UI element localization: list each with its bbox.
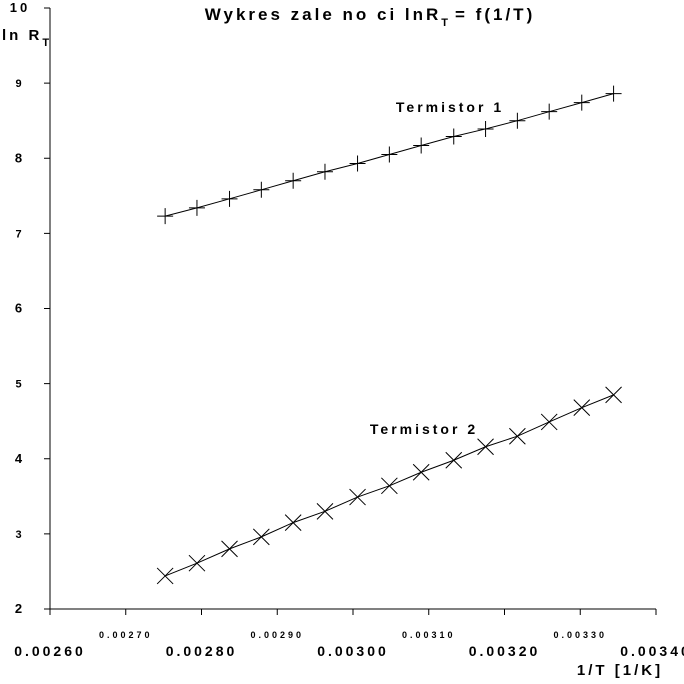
data-point (573, 94, 590, 111)
data-point (413, 137, 430, 154)
x-tick-label: 0.00340 (620, 643, 684, 659)
data-point (541, 103, 558, 120)
data-point (381, 146, 398, 163)
data-point (188, 199, 205, 216)
data-point (605, 85, 622, 102)
data-point (253, 181, 270, 198)
data-point (156, 567, 174, 585)
data-point (381, 477, 398, 495)
data-point (349, 155, 366, 172)
chart-title: Wykres zale no ci lnRT = f(1/T) (205, 5, 535, 29)
series-label: Termistor 2 (370, 421, 478, 437)
x-tick-label: 0.00310 (402, 630, 456, 640)
data-point (477, 438, 494, 456)
x-tick-label: 0.00300 (317, 643, 389, 659)
data-point (573, 399, 591, 417)
y-axis-label: ln RT (2, 27, 52, 49)
x-tick-label: 0.00320 (469, 643, 541, 659)
data-point (221, 190, 238, 207)
series-label: Termistor 1 (396, 99, 504, 115)
data-point (509, 112, 526, 129)
y-tick-label: 6 (15, 301, 25, 316)
x-tick-label: 0.00290 (250, 630, 304, 640)
data-point (221, 540, 238, 558)
data-point (477, 120, 494, 137)
x-tick-label: 0.00280 (166, 643, 238, 659)
y-tick-label: 7 (15, 228, 24, 240)
y-tick-label: 2 (15, 601, 25, 616)
data-point (157, 208, 174, 225)
x-tick-label: 0.00270 (99, 630, 153, 640)
y-tick-label: 9 (15, 78, 24, 90)
data-point (316, 502, 334, 520)
y-tick-label: 10 (10, 0, 30, 15)
data-point (509, 427, 526, 445)
y-tick-label: 5 (15, 379, 24, 391)
y-tick-label: 8 (15, 150, 25, 165)
y-tick-label: 4 (15, 451, 25, 466)
x-tick-label: 0.00260 (14, 643, 86, 659)
data-point (445, 451, 463, 469)
x-tick-label: 0.00330 (553, 630, 607, 640)
data-point (605, 386, 622, 404)
x-axis-label: 1/T [1/K] (577, 662, 663, 679)
data-point (188, 554, 206, 572)
y-tick-label: 3 (15, 529, 24, 541)
data-point (540, 413, 558, 431)
data-point (316, 163, 333, 180)
data-point (252, 528, 270, 546)
data-point (284, 514, 302, 531)
data-point (445, 128, 462, 145)
data-point (285, 172, 302, 189)
data-point (412, 463, 430, 481)
data-point (349, 488, 366, 506)
